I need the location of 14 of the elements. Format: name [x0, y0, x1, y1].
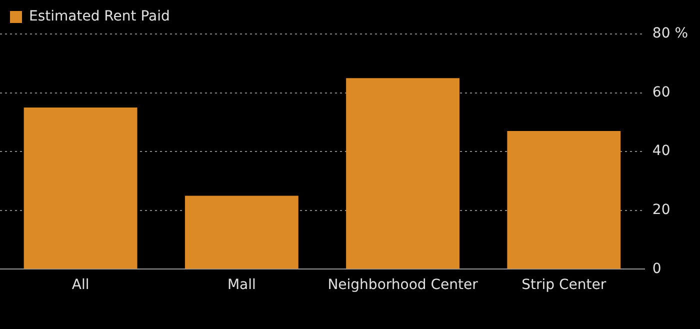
bar: [24, 108, 138, 269]
y-tick-label: 0: [652, 260, 662, 277]
x-tick-label: All: [72, 277, 90, 294]
y-tick-label: 60: [652, 84, 670, 100]
y-tick-label: 20: [652, 202, 670, 218]
bar: [346, 78, 460, 269]
x-tick-label: Strip Center: [522, 277, 606, 294]
x-tick-label: Mall: [227, 277, 256, 294]
y-tick-label: 40: [652, 143, 670, 160]
bar: [507, 131, 621, 269]
x-tick-label: Neighborhood Center: [328, 277, 478, 294]
y-tick-label: 80 %: [652, 26, 688, 42]
bar: [184, 196, 298, 269]
legend-label: Estimated Rent Paid: [29, 8, 170, 25]
